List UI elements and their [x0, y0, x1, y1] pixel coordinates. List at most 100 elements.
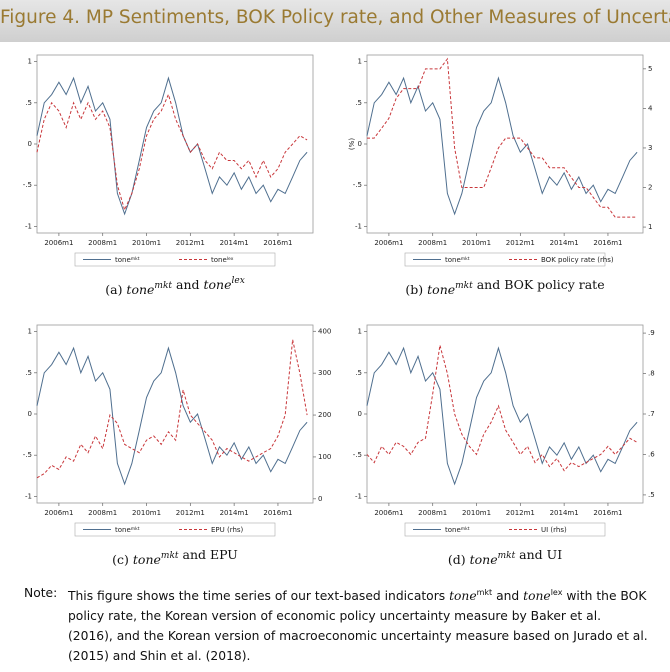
y2-tick-label: .7 [648, 410, 655, 418]
x-tick-label: 2016m1 [263, 239, 292, 247]
y-tick-label: -.5 [353, 451, 362, 459]
series-line [367, 57, 638, 218]
chart: 2006m1 2008m1 2010m1 2012m1 2014m1 2016m1 -1 -.… [353, 324, 655, 567]
y2-tick-label: 100 [318, 453, 331, 461]
y-tick-label: -1 [355, 222, 362, 230]
y-tick-label: 1 [358, 58, 362, 66]
x-tick-label: 2008m1 [88, 239, 117, 247]
x-tick-label: 2010m1 [132, 509, 161, 517]
note-text: This figure shows the time series of our… [68, 583, 649, 666]
x-tick-label: 2008m1 [88, 509, 117, 517]
x-tick-label: 2012m1 [506, 239, 535, 247]
x-tick-label: 2016m1 [593, 509, 622, 517]
note-term: tone [523, 589, 551, 604]
plot-frame [366, 324, 644, 504]
legend-name: tone [211, 256, 227, 264]
series-line [366, 345, 638, 472]
y2-tick-label: .8 [648, 370, 655, 378]
y-tick-label: .5 [355, 99, 362, 107]
x-tick-label: 2006m1 [374, 239, 403, 247]
note-sup: lex [550, 588, 563, 597]
y-axis-label: (%) [348, 138, 356, 150]
x-tick-label: 2012m1 [506, 509, 535, 517]
plot-frame [366, 54, 644, 234]
series-line [36, 76, 308, 216]
y2-tick-label: 5 [648, 65, 652, 73]
legend-name: tone [445, 526, 461, 534]
caption-text: (b) [405, 282, 427, 297]
x-tick-label: 2016m1 [263, 509, 292, 517]
x-tick-label: 2014m1 [550, 239, 579, 247]
series-line [36, 346, 308, 486]
y2-tick-label: 1 [648, 223, 652, 231]
x-tick-label: 2016m1 [593, 239, 622, 247]
legend-box [74, 522, 276, 537]
legend-sup: mkt [131, 526, 140, 532]
y-tick-label: 1 [28, 328, 32, 336]
x-tick-label: 2012m1 [176, 239, 205, 247]
note-text-part: with the BOK policy rate, the Korean ver… [68, 589, 648, 664]
y-tick-label: -.5 [23, 451, 32, 459]
x-tick-label: 2010m1 [462, 239, 491, 247]
x-tick-label: 2006m1 [374, 509, 403, 517]
y2-tick-label: 0 [318, 495, 322, 503]
x-tick-label: 2008m1 [418, 239, 447, 247]
caption: (d) tonemkt and UI [448, 547, 562, 567]
legend-name: tone [445, 256, 461, 264]
y2-tick-label: 400 [318, 327, 331, 335]
y-tick-label: -1 [25, 222, 32, 230]
legend-label: UI (rhs) [541, 526, 567, 534]
caption-sup: lex [231, 276, 244, 286]
y-tick-label: .5 [25, 369, 32, 377]
caption-sup: mkt [455, 281, 473, 291]
x-tick-label: 2010m1 [462, 509, 491, 517]
y-tick-label: -1 [25, 492, 32, 500]
legend-sup: mkt [131, 256, 140, 262]
y2-tick-label: 4 [648, 104, 653, 112]
caption: (a) tonemkt and tonelex [105, 276, 245, 297]
x-tick-label: 2014m1 [220, 509, 249, 517]
y-tick-label: .5 [25, 99, 32, 107]
y-tick-label: -.5 [353, 181, 362, 189]
legend-label: tonemkt [115, 526, 140, 535]
y-tick-label: 0 [358, 140, 362, 148]
y-tick-label: .5 [355, 369, 362, 377]
chart: 2006m1 2008m1 2010m1 2012m1 2014m1 2016m1 -1 -.… [348, 54, 653, 297]
caption-text: and [172, 277, 203, 292]
caption-text: (c) [112, 552, 133, 567]
chart: 2006m1 2008m1 2010m1 2012m1 2014m1 2016m1 -1 -.… [23, 324, 331, 567]
series-line [36, 93, 308, 212]
caption-text: and UI [515, 547, 562, 562]
legend-box [74, 252, 276, 267]
caption-term: tone [203, 277, 231, 292]
caption-text: (d) [448, 552, 470, 567]
legend-box [404, 252, 606, 267]
caption-text: and EPU [179, 547, 238, 562]
plot-frame [36, 54, 314, 234]
plot-frame [36, 324, 314, 504]
note-text-part: and [492, 589, 524, 604]
legend-sup: mkt [461, 256, 470, 262]
x-tick-label: 2014m1 [220, 239, 249, 247]
series-line [366, 76, 638, 216]
figure-title: Figure 4. MP Sentiments, BOK Policy rate… [0, 0, 670, 42]
legend-name: UI (rhs) [541, 526, 567, 534]
series-line [36, 339, 308, 479]
caption-term: tone [133, 552, 161, 567]
caption-text: (a) [105, 282, 126, 297]
legend-name: EPU (rhs) [211, 526, 244, 534]
legend-sup: lex [227, 256, 234, 262]
x-tick-label: 2012m1 [176, 509, 205, 517]
legend-label: BOK policy rate (rhs) [541, 256, 614, 264]
legend-name: BOK policy rate (rhs) [541, 256, 614, 264]
x-tick-label: 2006m1 [44, 509, 73, 517]
x-tick-label: 2006m1 [44, 239, 73, 247]
caption-term: tone [427, 282, 455, 297]
caption: (b) tonemkt and BOK policy rate [405, 277, 604, 297]
y-tick-label: 1 [28, 58, 32, 66]
x-tick-label: 2010m1 [132, 239, 161, 247]
y2-tick-label: 3 [648, 144, 652, 152]
legend-name: tone [115, 526, 131, 534]
y2-tick-label: 200 [318, 411, 331, 419]
